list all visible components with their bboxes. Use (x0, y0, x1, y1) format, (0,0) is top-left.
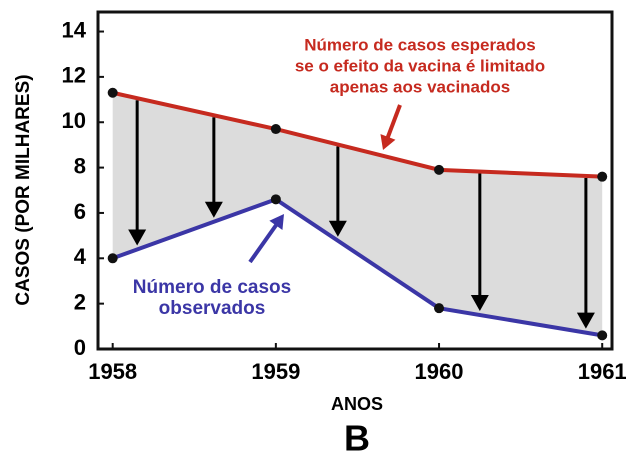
point (434, 164, 445, 175)
x-axis-label: ANOS (331, 394, 383, 414)
arrow-head (470, 294, 489, 311)
annotation-arrow (383, 104, 402, 144)
x-tick-label: 1960 (415, 359, 464, 384)
point (270, 194, 281, 205)
point (270, 124, 281, 135)
x-tick-label: 1961 (578, 359, 627, 384)
arrow-head (328, 220, 347, 237)
point (597, 171, 608, 182)
arrow-head (128, 229, 147, 246)
y-tick-label: 12 (62, 63, 86, 88)
annotation: se o efeito da vacina é limitado (295, 56, 545, 75)
annotation-arrow-head (380, 134, 396, 150)
point (434, 303, 445, 314)
series-line (112, 197, 603, 338)
y-tick-label: 14 (62, 17, 87, 42)
arrow-head (204, 201, 223, 218)
annotation: Número de casos esperados (304, 35, 535, 54)
annotation-arrow-head (269, 214, 284, 231)
point (107, 253, 118, 264)
series-line (112, 90, 603, 179)
y-tick-label: 8 (74, 153, 86, 178)
y-tick-label: 4 (74, 244, 87, 269)
arrow-head (576, 312, 595, 329)
y-axis-label: CASOS (POR MILHARES) (13, 74, 34, 305)
x-tick-label: 1958 (88, 359, 137, 384)
y-tick-label: 10 (62, 108, 86, 133)
plot-frame (96, 10, 614, 351)
annotation: apenas aos vacinados (330, 77, 510, 96)
y-tick-label: 2 (74, 289, 86, 314)
annotation-arrow (248, 219, 282, 264)
x-tick-label: 1959 (251, 359, 300, 384)
point (597, 330, 608, 341)
y-tick-label: 6 (74, 199, 86, 224)
y-tick-label: 0 (74, 335, 86, 360)
annotation: observados (159, 298, 266, 319)
point (107, 87, 118, 98)
annotation: Número de casos (133, 277, 291, 298)
panel-label: B (344, 418, 370, 459)
